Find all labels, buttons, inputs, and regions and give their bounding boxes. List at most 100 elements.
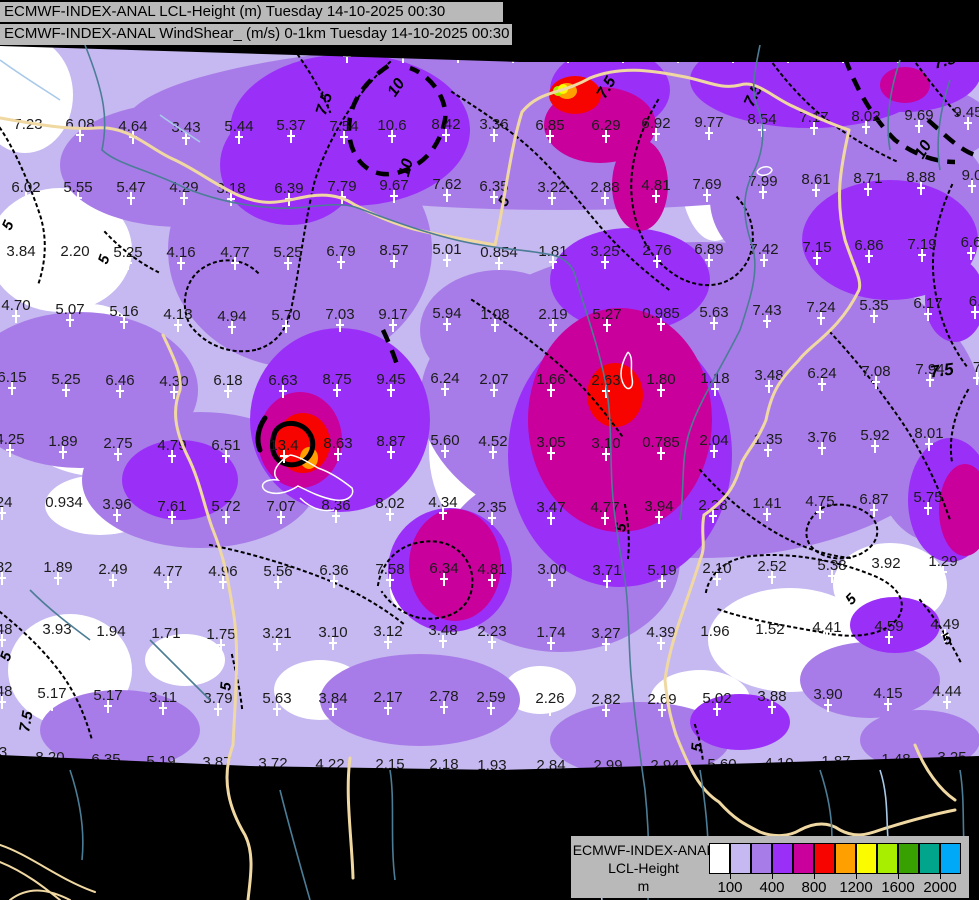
station-marker: [168, 511, 176, 524]
station-marker: [273, 703, 281, 716]
station-marker: [235, 131, 243, 144]
grid-value: 1.96: [700, 623, 730, 640]
grid-value: 4.94: [217, 308, 247, 325]
grid-value: 5.55: [63, 179, 93, 196]
station-marker: [813, 252, 821, 265]
station-marker: [546, 703, 554, 716]
grid-value: 6.89: [694, 241, 724, 258]
station-marker: [924, 308, 932, 321]
grid-value: 4.75: [805, 493, 835, 510]
legend-tick-label: 100: [717, 879, 743, 896]
grid-value: 8.61: [801, 171, 831, 188]
station-marker: [107, 636, 115, 649]
station-marker: [180, 192, 188, 205]
legend-tick: [730, 874, 731, 879]
grid-value: 10.6: [377, 117, 407, 134]
station-marker: [386, 574, 394, 587]
station-marker: [971, 306, 979, 319]
grid-value: 5.60: [430, 432, 460, 449]
station-marker: [439, 507, 447, 520]
station-marker: [287, 130, 295, 143]
grid-value: 1.75: [206, 626, 236, 643]
grid-value: 1.35: [753, 431, 783, 448]
legend-swatch: [814, 843, 835, 874]
station-marker: [925, 438, 933, 451]
grid-value: 3: [0, 744, 8, 761]
station-marker: [812, 184, 820, 197]
grid-value: 4.49: [930, 616, 960, 633]
rivers: [0, 44, 966, 900]
station-marker: [918, 249, 926, 262]
grid-value: 8.01: [914, 425, 944, 442]
grid-value: 7.61: [157, 498, 187, 515]
grid-value: 4.59: [874, 618, 904, 635]
grid-value: 5.17: [93, 687, 123, 704]
grid-value: 4.41: [812, 619, 842, 636]
station-marker: [164, 576, 172, 589]
grid-value: 7.69: [692, 176, 722, 193]
station-marker: [442, 129, 450, 142]
grid-value: 3.93: [42, 621, 72, 638]
grid-value: 3.25: [590, 243, 620, 260]
grid-value: 5.63: [262, 690, 292, 707]
grid-value: 4.81: [477, 561, 507, 578]
legend-tick: [856, 874, 857, 879]
grid-value: 4.96: [208, 563, 238, 580]
grid-value: 6.85: [535, 117, 565, 134]
station-marker: [601, 512, 609, 525]
grid-value: 8.02: [375, 495, 405, 512]
grid-value: 7.03: [325, 306, 355, 323]
station-marker: [439, 635, 447, 648]
grid-value: 1.71: [151, 625, 181, 642]
grid-value: 4.13: [163, 306, 193, 323]
grid-value: 5.02: [702, 690, 732, 707]
grid-value: 5.19: [647, 562, 677, 579]
legend-units: m: [637, 878, 650, 894]
grid-value: 6.79: [326, 243, 356, 260]
station-marker: [487, 702, 495, 715]
station-marker: [885, 631, 893, 644]
station-marker: [490, 129, 498, 142]
grid-value: 7.94: [915, 361, 945, 378]
station-marker: [390, 190, 398, 203]
grid-value: 7: [972, 359, 979, 376]
grid-value: 2.26: [535, 690, 565, 707]
legend-tick: [898, 874, 899, 879]
legend-swatch: [730, 843, 751, 874]
station-marker: [817, 312, 825, 325]
title-bar-windshear: ECMWF-INDEX-ANAL WindShear_ (m/s) 0-1km …: [0, 24, 512, 45]
station-marker: [547, 637, 555, 650]
grid-value: 3.00: [537, 561, 567, 578]
station-marker: [62, 384, 70, 397]
station-marker: [601, 256, 609, 269]
grid-value: 5.07: [55, 301, 85, 318]
station-marker: [713, 573, 721, 586]
station-marker: [703, 189, 711, 202]
station-marker: [603, 575, 611, 588]
station-marker: [441, 445, 449, 458]
station-marker: [284, 257, 292, 270]
grid-value: 3.47: [536, 499, 566, 516]
grid-value: 1.89: [43, 559, 73, 576]
station-marker: [810, 122, 818, 135]
station-marker: [388, 130, 396, 143]
station-marker: [228, 321, 236, 334]
station-marker: [120, 316, 128, 329]
station-marker: [547, 384, 555, 397]
grid-value: 1.93: [477, 757, 507, 774]
grid-value: 4.64: [118, 118, 148, 135]
grid-value: 2.82: [591, 691, 621, 708]
station-marker: [24, 129, 32, 142]
station-marker: [865, 250, 873, 263]
station-marker: [488, 574, 496, 587]
grid-value: 2.76: [642, 242, 672, 259]
grid-value: 4.25: [0, 431, 25, 448]
station-marker: [53, 634, 61, 647]
grid-value: .24: [0, 494, 13, 511]
station-marker: [967, 247, 975, 260]
grid-value: 3.90: [813, 686, 843, 703]
station-marker: [652, 190, 660, 203]
grid-value: 8.71: [853, 170, 883, 187]
station-marker: [763, 315, 771, 328]
grid-value: 6.29: [591, 117, 621, 134]
